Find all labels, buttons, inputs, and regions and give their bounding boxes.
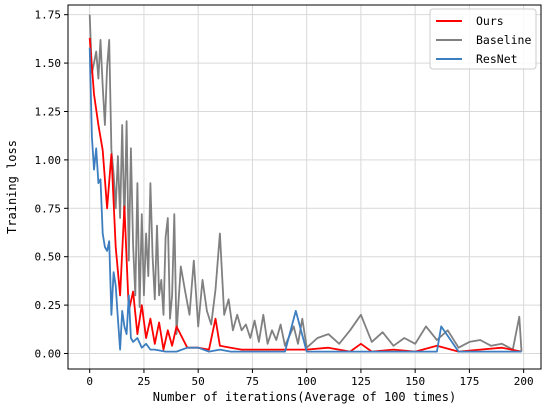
series-line-ours [88,37,522,353]
x-tick-label: 75 [246,375,259,388]
y-tick-label: 1.75 [35,9,62,22]
x-tick-label: 125 [351,375,371,388]
series-line-baseline [88,14,523,352]
y-tick-label: 1.50 [35,57,62,70]
y-tick-label: 0.75 [35,202,62,215]
plot-frame [67,4,542,370]
y-axis-ticks: 0.00 0.25 0.50 0.75 1.00 1.25 1.50 1.75 [35,9,68,361]
x-tick-label: 200 [514,375,534,388]
x-axis-ticks: 0 25 50 75 100 125 150 175 200 [86,369,534,388]
x-tick-label: 175 [459,375,479,388]
x-tick-label: 100 [297,375,317,388]
series-line-resnet [88,47,522,353]
x-tick-label: 150 [405,375,425,388]
x-axis-label: Number of iterations(Average of 100 time… [153,390,456,404]
y-axis-label: Training loss [5,140,19,234]
y-tick-label: 1.00 [35,154,62,167]
y-tick-label: 0.00 [35,348,62,361]
series-lines [88,14,523,353]
y-tick-label: 0.25 [35,299,62,312]
legend-label-ours: Ours [476,14,504,28]
y-tick-label: 1.25 [35,105,62,118]
y-tick-label: 0.50 [35,251,62,264]
x-tick-label: 0 [86,375,93,388]
legend-box [429,8,537,70]
legend-label-resnet: ResNet [476,52,518,66]
x-tick-label: 50 [192,375,205,388]
x-tick-label: 25 [137,375,150,388]
legend-label-baseline: Baseline [476,33,531,47]
legend: Ours Baseline ResNet [429,8,537,70]
